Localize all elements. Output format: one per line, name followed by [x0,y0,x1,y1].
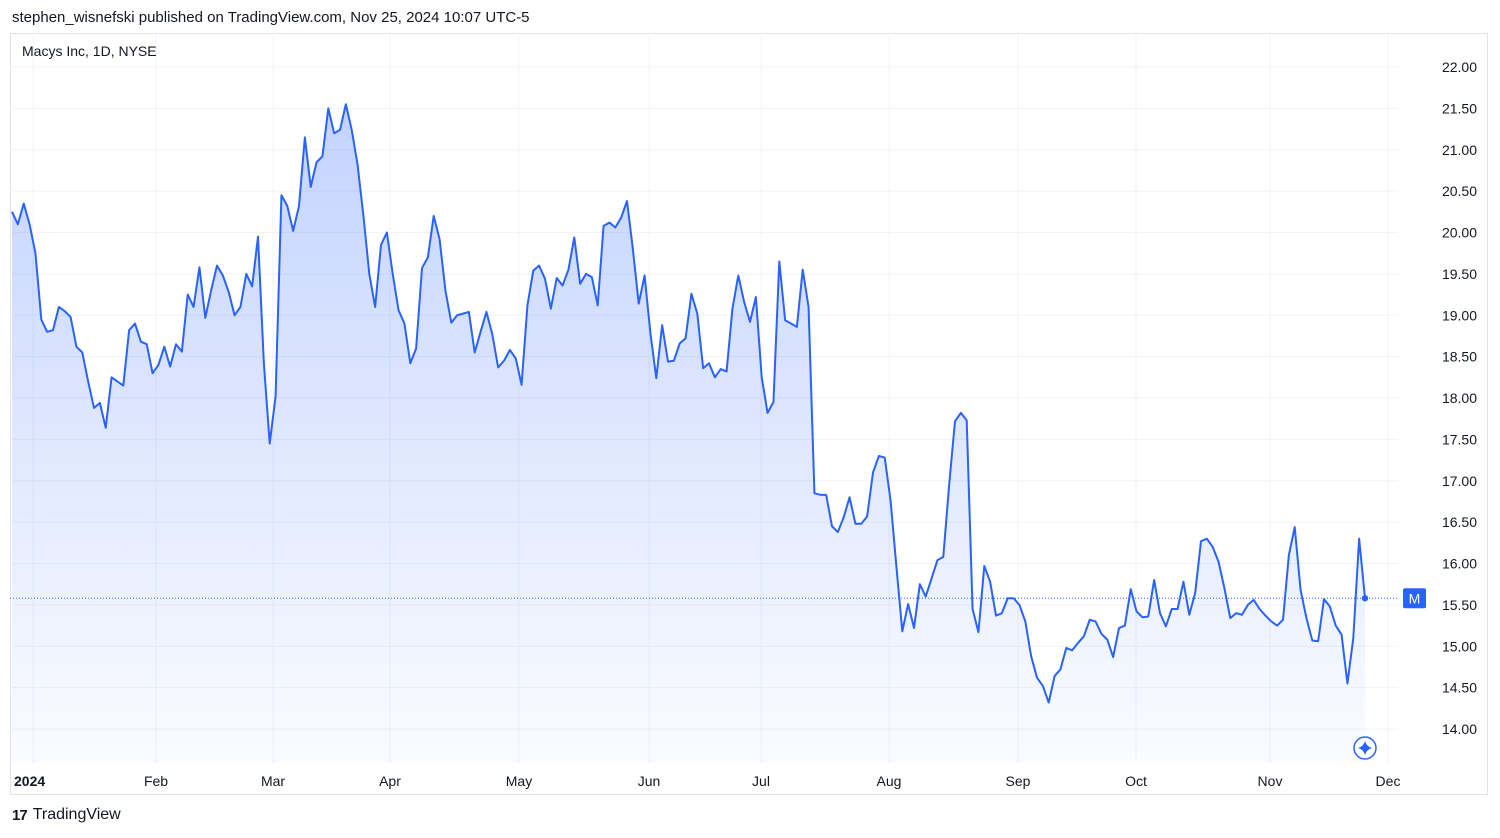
y-tick-label: 15.00 [1442,638,1477,654]
y-tick-label: 20.00 [1442,225,1477,241]
sparkle-star [1358,741,1372,755]
x-tick-label: Jul [752,773,770,789]
y-tick-label: 18.00 [1442,390,1477,406]
badge-text: M [1409,590,1421,606]
y-tick-label: 19.00 [1442,307,1477,323]
y-tick-label: 14.00 [1442,721,1477,737]
y-tick-label: 16.00 [1442,556,1477,572]
y-tick-label: 15.50 [1442,597,1477,613]
tradingview-logo-icon: 17 [12,806,28,824]
last-price-badge[interactable]: M [1403,588,1426,609]
x-tick-label: Jun [638,773,661,789]
x-tick-label: Aug [877,773,902,789]
y-tick-label: 18.50 [1442,349,1477,365]
y-tick-label: 14.50 [1442,680,1477,696]
y-tick-label: 21.00 [1442,142,1477,158]
chart-frame [10,33,1488,795]
badge-box [1403,588,1426,609]
x-tick-label: Sep [1006,773,1031,789]
x-tick-label: Apr [379,773,401,789]
y-tick-label: 21.50 [1442,100,1477,116]
y-tick-label: 19.50 [1442,266,1477,282]
x-tick-label: 2024 [14,773,45,789]
y-tick-label: 20.50 [1442,183,1477,199]
footer-brand[interactable]: 17 TradingView [12,806,121,824]
symbol-label: Macys Inc, 1D, NYSE [22,43,157,59]
y-tick-label: 17.00 [1442,473,1477,489]
y-tick-label: 16.50 [1442,514,1477,530]
sparkle-icon[interactable] [1353,736,1377,760]
y-tick-label: 22.00 [1442,59,1477,75]
x-tick-label: Oct [1125,773,1147,789]
price-line[interactable] [11,103,1366,704]
x-tick-label: Nov [1258,773,1283,789]
price-area [12,104,1365,764]
publisher-header: stephen_wisnefski published on TradingVi… [12,9,530,26]
x-tick-label: May [506,773,532,789]
x-tick-label: Feb [144,773,168,789]
x-tick-label: Mar [261,773,285,789]
last-price-point[interactable] [1361,595,1369,602]
y-tick-label: 17.50 [1442,431,1477,447]
brand-name: TradingView [32,806,121,823]
x-tick-label: Dec [1376,773,1401,789]
